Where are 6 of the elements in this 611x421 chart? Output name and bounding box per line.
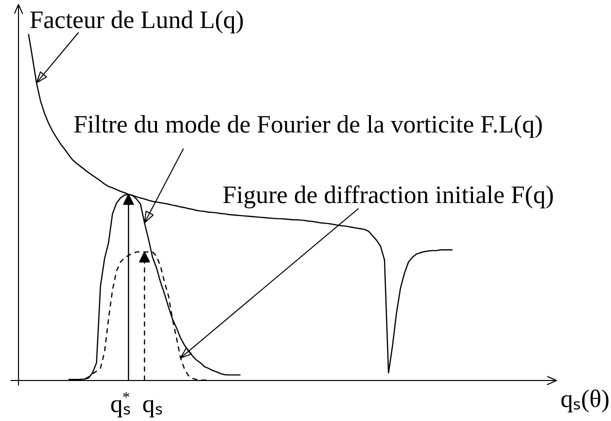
- text: Figure de diffraction initiale F(q): [222, 182, 554, 209]
- x-tick-label: qₛ: [142, 391, 163, 418]
- x-tick-label: qₛ*: [110, 390, 131, 418]
- series-label: Facteur de Lund L(q): [30, 7, 244, 34]
- legend-label: Filtre du mode de Fourier de la vorticite F.L(q): [74, 112, 543, 138]
- x-axis-title: qₛ(θ): [560, 386, 610, 413]
